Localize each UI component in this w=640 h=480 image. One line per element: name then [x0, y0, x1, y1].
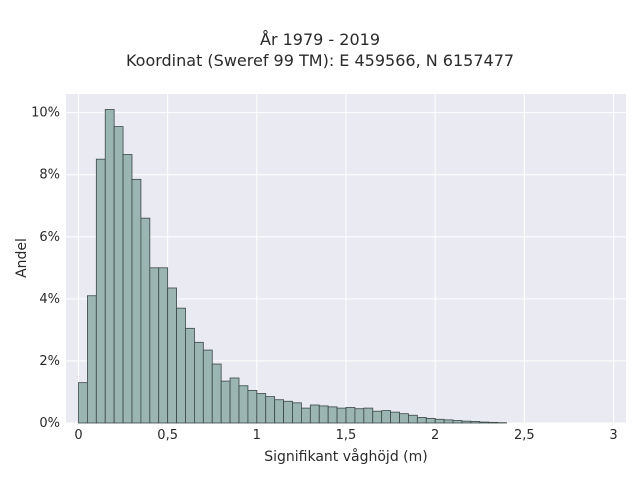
y-tick-label: 0%	[39, 416, 60, 431]
histogram-bar	[283, 400, 293, 424]
histogram-bar	[220, 380, 231, 424]
histogram-bar	[345, 407, 356, 424]
chart-title: År 1979 - 2019	[260, 30, 380, 49]
y-tick-label: 4%	[39, 292, 60, 307]
histogram-bar	[238, 385, 249, 424]
histogram-bar	[443, 419, 454, 424]
histogram-bar	[211, 363, 222, 424]
x-axis-ticks: 0 0,5 1 1,5 2 2,5 3	[74, 428, 617, 443]
histogram-bar	[354, 408, 365, 424]
histogram-bar	[140, 217, 151, 424]
x-tick-label: 1	[253, 428, 261, 443]
y-tick-label: 10%	[31, 106, 60, 121]
histogram-bar	[158, 267, 169, 424]
histogram-bar	[390, 411, 400, 424]
histogram-bar	[452, 420, 463, 424]
x-tick-label: 2,5	[514, 428, 535, 443]
histogram-bar	[363, 407, 374, 424]
x-axis-label: Signifikant våghöjd (m)	[264, 448, 427, 465]
histogram-bar	[104, 109, 115, 424]
x-tick-label: 1,5	[336, 428, 357, 443]
y-tick-label: 2%	[39, 354, 60, 369]
histogram-bar	[416, 417, 427, 424]
histogram-bar	[167, 287, 177, 424]
histogram-bar	[176, 307, 186, 424]
x-tick-label: 0,5	[157, 428, 178, 443]
histogram-bar	[318, 405, 329, 424]
histogram-bar	[488, 421, 498, 424]
histogram-bar	[327, 406, 338, 424]
histogram-bars	[78, 109, 507, 424]
histogram-bar	[247, 390, 258, 424]
histogram-bar	[194, 341, 204, 424]
histogram-bar	[131, 178, 142, 424]
histogram-bar	[87, 295, 97, 424]
histogram-bar	[381, 410, 391, 424]
x-tick-label: 3	[609, 428, 617, 443]
x-tick-label: 0	[74, 428, 82, 443]
histogram-bar	[274, 399, 284, 424]
y-axis-label: Andel	[14, 238, 30, 278]
histogram-bar	[372, 410, 383, 424]
histogram-bar	[78, 382, 88, 424]
histogram-bar	[185, 327, 195, 424]
histogram-bar	[122, 154, 133, 424]
histogram-bar	[399, 413, 409, 424]
histogram-bar	[149, 267, 160, 424]
histogram-bar	[408, 414, 418, 424]
histogram-bar	[470, 421, 481, 424]
y-tick-label: 8%	[39, 168, 60, 183]
y-tick-label: 6%	[39, 230, 60, 245]
histogram-bar	[301, 407, 311, 424]
histogram-bar	[461, 420, 472, 424]
histogram-bar	[113, 126, 124, 424]
histogram-bar	[425, 417, 436, 424]
histogram-bar	[202, 349, 213, 424]
histogram-bar	[292, 402, 302, 424]
histogram-bar	[256, 393, 267, 424]
histogram-bar	[479, 421, 490, 424]
histogram-bar	[265, 396, 276, 424]
histogram-bar	[95, 158, 106, 424]
histogram-bar	[229, 377, 240, 424]
y-axis-ticks: 0% 2% 4% 6% 8% 10%	[31, 106, 60, 431]
histogram-bar	[336, 407, 347, 424]
histogram-bar	[434, 418, 445, 424]
x-tick-label: 2	[431, 428, 439, 443]
chart-subtitle: Koordinat (Sweref 99 TM): E 459566, N 61…	[125, 51, 515, 70]
histogram-bar	[309, 404, 320, 424]
